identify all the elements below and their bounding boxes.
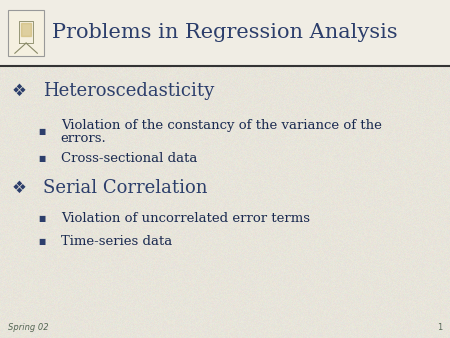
Text: Violation of the constancy of the variance of the: Violation of the constancy of the varian… <box>61 119 382 131</box>
Text: Cross-sectional data: Cross-sectional data <box>61 152 197 165</box>
Text: Heteroscedasticity: Heteroscedasticity <box>43 82 214 100</box>
Text: Spring 02: Spring 02 <box>8 323 49 332</box>
Text: ■: ■ <box>38 127 45 136</box>
Text: ❖: ❖ <box>11 82 26 100</box>
Text: ■: ■ <box>38 237 45 246</box>
Text: ■: ■ <box>38 154 45 163</box>
Text: ■: ■ <box>38 214 45 222</box>
Bar <box>0 0 450 66</box>
Text: Problems in Regression Analysis: Problems in Regression Analysis <box>52 23 397 43</box>
Bar <box>8 10 44 56</box>
Text: ❖: ❖ <box>11 178 26 197</box>
Text: Violation of uncorrelated error terms: Violation of uncorrelated error terms <box>61 212 310 224</box>
Text: Time-series data: Time-series data <box>61 235 172 248</box>
Text: errors.: errors. <box>61 132 107 145</box>
Text: Serial Correlation: Serial Correlation <box>43 178 207 197</box>
Text: 1: 1 <box>436 323 442 332</box>
